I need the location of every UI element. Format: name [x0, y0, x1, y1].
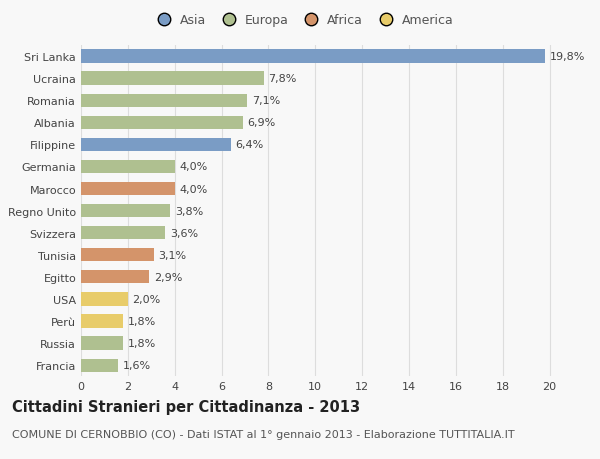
Bar [81, 249, 154, 262]
Text: 19,8%: 19,8% [550, 52, 585, 62]
Bar [81, 293, 128, 306]
Bar [81, 95, 247, 107]
Text: COMUNE DI CERNOBBIO (CO) - Dati ISTAT al 1° gennaio 2013 - Elaborazione TUTTITAL: COMUNE DI CERNOBBIO (CO) - Dati ISTAT al… [12, 429, 515, 439]
Text: 1,8%: 1,8% [128, 338, 156, 348]
Text: 4,0%: 4,0% [179, 162, 208, 172]
Text: 3,8%: 3,8% [175, 206, 203, 216]
Bar [81, 50, 545, 63]
Text: 2,0%: 2,0% [133, 294, 161, 304]
Bar [81, 359, 118, 372]
Bar [81, 117, 242, 129]
Bar [81, 271, 149, 284]
Legend: Asia, Europa, Africa, America: Asia, Europa, Africa, America [146, 9, 459, 32]
Bar [81, 205, 170, 218]
Bar [81, 139, 231, 151]
Bar [81, 183, 175, 196]
Text: 3,6%: 3,6% [170, 228, 198, 238]
Text: 1,6%: 1,6% [123, 360, 151, 370]
Bar [81, 161, 175, 174]
Text: 6,9%: 6,9% [247, 118, 275, 128]
Text: Cittadini Stranieri per Cittadinanza - 2013: Cittadini Stranieri per Cittadinanza - 2… [12, 399, 360, 414]
Text: 7,1%: 7,1% [252, 96, 280, 106]
Text: 1,8%: 1,8% [128, 316, 156, 326]
Bar [81, 337, 123, 350]
Bar [81, 227, 166, 240]
Text: 4,0%: 4,0% [179, 184, 208, 194]
Text: 7,8%: 7,8% [268, 74, 297, 84]
Text: 6,4%: 6,4% [236, 140, 264, 150]
Text: 3,1%: 3,1% [158, 250, 187, 260]
Text: 2,9%: 2,9% [154, 272, 182, 282]
Bar [81, 73, 264, 85]
Bar [81, 315, 123, 328]
